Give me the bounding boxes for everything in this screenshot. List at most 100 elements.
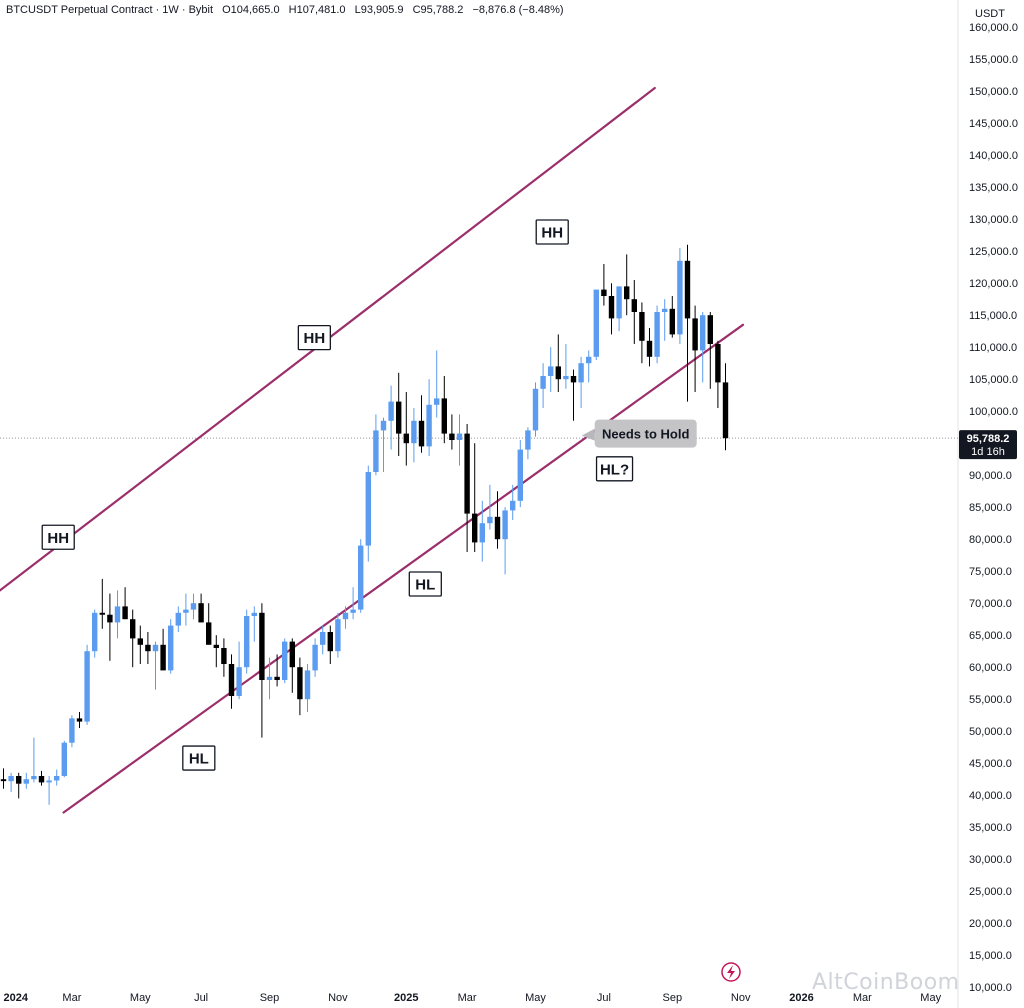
candle-body[interactable] bbox=[707, 315, 713, 344]
channel-lower-line[interactable] bbox=[62, 323, 745, 814]
candle-body[interactable] bbox=[502, 510, 508, 540]
candle-body[interactable] bbox=[160, 644, 166, 671]
annotation-box[interactable] bbox=[297, 324, 331, 351]
candle-body[interactable] bbox=[130, 619, 136, 639]
candle-body[interactable] bbox=[472, 513, 478, 543]
candle-body[interactable] bbox=[350, 609, 356, 613]
candle-body[interactable] bbox=[677, 260, 683, 335]
candle-body[interactable] bbox=[441, 398, 447, 434]
current-price-tag[interactable] bbox=[959, 430, 1017, 460]
candle-body[interactable] bbox=[198, 603, 204, 623]
candle-body[interactable] bbox=[107, 614, 113, 623]
candle-body[interactable] bbox=[304, 670, 311, 700]
callout-box[interactable] bbox=[594, 419, 697, 448]
candle-body[interactable] bbox=[8, 776, 14, 782]
candle-body[interactable] bbox=[274, 676, 280, 680]
candle-body[interactable] bbox=[426, 404, 432, 447]
candle-body[interactable] bbox=[570, 376, 577, 383]
candle-body[interactable] bbox=[669, 308, 675, 335]
candle-body[interactable] bbox=[555, 366, 561, 380]
annotation-box[interactable] bbox=[595, 456, 634, 482]
candle-body[interactable] bbox=[548, 366, 554, 376]
candle-body[interactable] bbox=[540, 376, 546, 389]
candle-body[interactable] bbox=[646, 340, 653, 357]
candle-body[interactable] bbox=[464, 433, 470, 514]
candle-body[interactable] bbox=[282, 641, 288, 680]
candle-body[interactable] bbox=[624, 286, 630, 300]
candle-body[interactable] bbox=[479, 523, 485, 543]
candle-body[interactable] bbox=[532, 388, 539, 431]
candle-body[interactable] bbox=[54, 776, 60, 781]
candle-body[interactable] bbox=[403, 433, 409, 444]
candle-body[interactable] bbox=[244, 616, 250, 668]
candle-body[interactable] bbox=[46, 780, 52, 783]
candle-body[interactable] bbox=[388, 401, 394, 421]
candle-body[interactable] bbox=[145, 644, 151, 652]
candle-body[interactable] bbox=[221, 648, 227, 664]
candle-body[interactable] bbox=[84, 651, 90, 722]
candle-body[interactable] bbox=[715, 344, 721, 383]
candle-body[interactable] bbox=[69, 718, 75, 743]
candle-body[interactable] bbox=[578, 363, 584, 383]
candle-body[interactable] bbox=[601, 289, 607, 296]
candle-body[interactable] bbox=[137, 638, 143, 645]
candle-body[interactable] bbox=[396, 401, 402, 434]
candle-body[interactable] bbox=[38, 776, 45, 783]
candle-body[interactable] bbox=[525, 430, 531, 450]
candle-body[interactable] bbox=[700, 315, 706, 351]
candle-body[interactable] bbox=[23, 779, 29, 784]
candle-body[interactable] bbox=[608, 296, 615, 319]
candle-body[interactable] bbox=[654, 312, 660, 357]
annotation-box[interactable] bbox=[535, 219, 569, 245]
candle-body[interactable] bbox=[365, 472, 371, 546]
candle-body[interactable] bbox=[418, 420, 425, 447]
candle-body[interactable] bbox=[320, 632, 326, 645]
channel-upper-line[interactable] bbox=[0, 86, 656, 613]
candle-body[interactable] bbox=[168, 625, 174, 671]
candle-body[interactable] bbox=[662, 308, 668, 312]
candle-body[interactable] bbox=[16, 776, 22, 784]
candle-body[interactable] bbox=[631, 299, 637, 312]
candle-body[interactable] bbox=[312, 644, 318, 671]
candle-body[interactable] bbox=[114, 606, 121, 623]
candle-body[interactable] bbox=[122, 606, 128, 620]
candle-body[interactable] bbox=[456, 433, 463, 440]
candle-body[interactable] bbox=[722, 382, 729, 439]
candle-body[interactable] bbox=[206, 622, 212, 645]
candle-body[interactable] bbox=[183, 609, 189, 613]
candle-body[interactable] bbox=[434, 398, 440, 405]
candle-body[interactable] bbox=[593, 289, 599, 357]
candle-body[interactable] bbox=[684, 260, 691, 319]
candle-body[interactable] bbox=[586, 356, 592, 364]
currency-label[interactable]: USDT bbox=[975, 8, 1005, 20]
candle-body[interactable] bbox=[61, 742, 67, 776]
candle-body[interactable] bbox=[175, 612, 181, 626]
candle-body[interactable] bbox=[494, 516, 501, 540]
candle-body[interactable] bbox=[0, 779, 7, 782]
candle-body[interactable] bbox=[289, 641, 295, 668]
candle-body[interactable] bbox=[31, 776, 37, 780]
candle-body[interactable] bbox=[76, 718, 83, 722]
candle-body[interactable] bbox=[259, 612, 265, 680]
symbol-title[interactable]: BTCUSDT Perpetual Contract · 1W · Bybit bbox=[6, 4, 214, 16]
candle-body[interactable] bbox=[297, 667, 303, 700]
candle-body[interactable] bbox=[190, 603, 197, 610]
annotation-box[interactable] bbox=[182, 745, 216, 771]
annotation-box[interactable] bbox=[41, 524, 75, 550]
candle-body[interactable] bbox=[327, 632, 333, 652]
candle-body[interactable] bbox=[342, 612, 349, 620]
candle-body[interactable] bbox=[99, 612, 105, 615]
candle-body[interactable] bbox=[251, 612, 257, 616]
candle-body[interactable] bbox=[449, 433, 455, 440]
candle-body[interactable] bbox=[236, 667, 242, 696]
candle-body[interactable] bbox=[213, 644, 219, 648]
candle-body[interactable] bbox=[266, 676, 273, 680]
candle-body[interactable] bbox=[152, 644, 159, 652]
candle-body[interactable] bbox=[373, 430, 379, 472]
candle-body[interactable] bbox=[228, 664, 235, 696]
candle-body[interactable] bbox=[692, 318, 698, 351]
candle-body[interactable] bbox=[639, 312, 645, 341]
candle-body[interactable] bbox=[487, 516, 493, 524]
candle-body[interactable] bbox=[616, 286, 622, 319]
